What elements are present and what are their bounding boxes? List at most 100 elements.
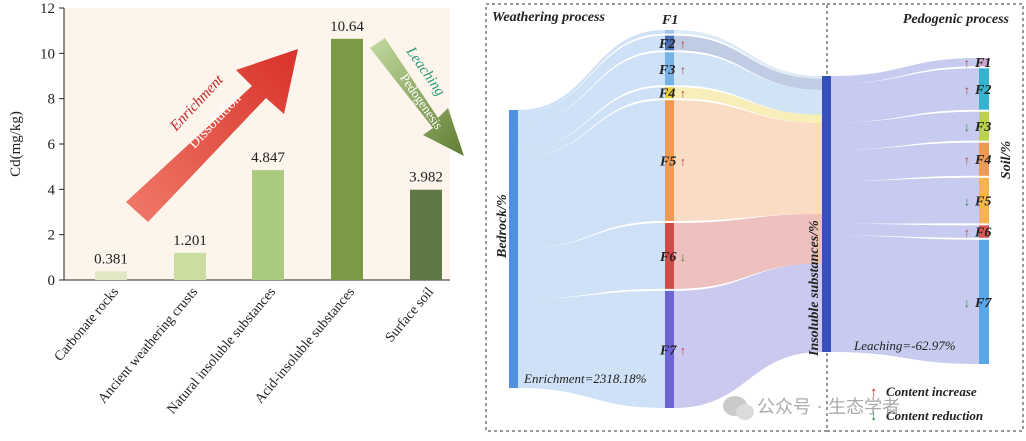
watermark: 公众号 · 生态学者: [723, 396, 900, 420]
value-label-surface-soil: 3.982: [409, 170, 443, 186]
enrichment-arrow-icon: [126, 49, 298, 222]
bedrock-label: Bedrock/%: [495, 194, 510, 259]
link-bedrock-to-f5: [518, 100, 665, 249]
link-insoluble-to-soil-f3: [831, 111, 979, 150]
y-tick-label: 10: [40, 46, 55, 62]
bar-ancient-weathering-crusts: [174, 252, 206, 280]
link-bedrock-to-f7: [518, 290, 665, 408]
soil-label-f1: F1: [974, 56, 991, 71]
reduction-arrow-icon: ↓: [870, 408, 878, 424]
increase-arrow-icon: ↑: [964, 153, 970, 167]
soil-label-f3: F3: [974, 120, 991, 135]
soil-node-f2: [979, 68, 989, 110]
link-f2-to-insoluble: [674, 35, 822, 90]
reduction-arrow-icon: ↓: [964, 296, 970, 310]
mid-label-f3: F3: [658, 63, 675, 78]
legend-increase-label: Content increase: [886, 384, 977, 399]
mid-node-f4: [665, 87, 674, 99]
mid-label-f4: F4: [658, 87, 675, 102]
leaching-value: Leaching=-62.97%: [853, 338, 956, 353]
increase-arrow-icon: ↑: [964, 226, 970, 240]
increase-arrow-icon: ↑: [680, 343, 686, 357]
increase-arrow-icon: ↑: [964, 83, 970, 97]
y-tick-label: 4: [48, 182, 56, 198]
increase-arrow-icon: ↑: [680, 87, 686, 101]
soil-node-f5: [979, 177, 989, 224]
link-insoluble-to-soil-f5: [831, 177, 979, 224]
value-label-natural-insoluble-substances: 4.847: [251, 150, 285, 166]
sankey-diagram: Weathering process Pedogenic process Bed…: [485, 3, 1024, 432]
watermark-text: 公众号 · 生态学者: [757, 397, 900, 418]
mid-label-f5: F5: [659, 155, 676, 170]
enrichment-value: Enrichment=2318.18%: [523, 371, 647, 386]
soil-label-f5: F5: [974, 195, 991, 210]
y-tick-label: 6: [48, 137, 56, 153]
increase-arrow-icon: ↑: [680, 63, 686, 77]
bar-carbonate-rocks: [95, 271, 127, 280]
link-bedrock-to-f2: [518, 35, 665, 124]
soil-node-f1: [979, 58, 989, 67]
bar-natural-insoluble-substances: [252, 170, 284, 280]
soil-label-f2: F2: [974, 83, 991, 98]
bar-acid-insoluble-substances: [331, 38, 363, 281]
link-bedrock-to-f6: [518, 223, 665, 300]
soil-node-f4: [979, 142, 989, 176]
link-insoluble-to-soil-f6: [831, 223, 979, 238]
value-label-acid-insoluble-substances: 10.64: [330, 19, 364, 35]
link-bedrock-to-f1: [518, 30, 665, 113]
increase-arrow-icon: ↑: [680, 155, 686, 169]
reduction-arrow-icon: ↓: [964, 120, 970, 134]
mid-node-f6: [665, 223, 674, 289]
soil-node-f7: [979, 239, 989, 364]
leaching-arrow-icon: [370, 38, 464, 156]
mid-node-f7: [665, 290, 674, 408]
pedogenic-process-title: Pedogenic process: [903, 12, 1010, 27]
bar-surface-soil: [410, 189, 442, 280]
y-tick-label: 8: [48, 92, 56, 108]
mid-label-f6: F6: [659, 250, 676, 265]
link-f7-to-insoluble: [674, 263, 822, 408]
link-f5-to-insoluble: [674, 100, 822, 221]
mid-label-f7: F7: [659, 343, 677, 358]
increase-arrow-icon: ↑: [870, 385, 878, 401]
link-f6-to-insoluble: [674, 214, 822, 289]
mid-node-f2: [665, 35, 674, 51]
soil-label-f6: F6: [974, 226, 991, 241]
mid-label-f1: F1: [661, 13, 678, 28]
bedrock-node: [509, 110, 518, 388]
link-f4-to-insoluble: [674, 87, 822, 123]
link-insoluble-to-soil-f7: [831, 235, 979, 364]
insoluble-substances-node: [822, 76, 831, 352]
soil-label-f4: F4: [974, 153, 991, 168]
link-f1-to-insoluble: [674, 30, 822, 79]
y-tick-label: 12: [40, 1, 55, 17]
mid-label-f2: F2: [658, 37, 675, 52]
y-axis-label: Cd(mg/kg): [8, 111, 24, 177]
link-bedrock-to-f4: [518, 87, 665, 158]
soil-node-f6: [979, 225, 989, 238]
link-insoluble-to-soil-f4: [831, 142, 979, 181]
soil-label-f7: F7: [974, 296, 992, 311]
link-bedrock-to-f3: [518, 52, 665, 149]
soil-node-f3: [979, 111, 989, 141]
insoluble-substances-label: Insoluble substances/%: [807, 220, 822, 357]
reduction-arrow-icon: ↓: [964, 195, 970, 209]
legend-reduction-label: Content reduction: [886, 408, 983, 423]
link-f3-to-insoluble: [674, 52, 822, 115]
y-tick-label: 2: [48, 228, 56, 244]
link-insoluble-to-soil-f1: [831, 58, 979, 84]
reduction-arrow-icon: ↓: [680, 250, 686, 264]
mid-node-f3: [665, 52, 674, 86]
value-label-carbonate-rocks: 0.381: [94, 251, 128, 267]
value-label-ancient-weathering-crusts: 1.201: [173, 233, 207, 249]
soil-label: Soil/%: [999, 141, 1014, 179]
category-label-surface-soil: Surface soil: [383, 285, 437, 346]
link-insoluble-to-soil-f2: [831, 68, 979, 123]
category-label-carbonate-rocks: Carbonate rocks: [52, 285, 122, 365]
increase-arrow-icon: ↑: [680, 37, 686, 51]
legend: ↑ Content increase ↓ Content reduction: [870, 384, 983, 424]
mid-node-f1: [665, 30, 674, 34]
